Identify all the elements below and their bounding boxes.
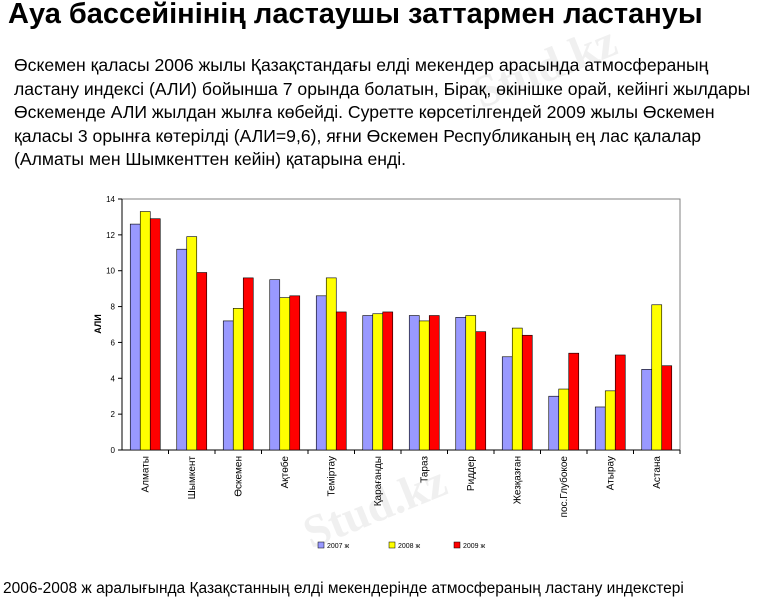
- bar: [325, 277, 337, 451]
- bar: [408, 315, 420, 451]
- y-tick-label: 0: [111, 446, 116, 455]
- bar: [641, 369, 653, 451]
- x-category-label: Теміртау: [326, 456, 337, 496]
- legend-label: 2008 ж: [398, 543, 421, 550]
- bar: [335, 311, 347, 451]
- legend-label: 2007 ж: [327, 543, 350, 550]
- bar: [568, 352, 580, 451]
- bar: [511, 327, 523, 451]
- page-title: Ауа бассейінінің ластаушы заттармен ласт…: [8, 0, 703, 30]
- bar: [418, 320, 430, 451]
- bar: [289, 295, 301, 451]
- bar: [232, 308, 244, 451]
- x-category-label: Қарағанды: [373, 456, 384, 506]
- bar: [176, 248, 188, 451]
- bar: [279, 297, 291, 451]
- chart-caption: 2006-2008 ж аралығында Қазақстанның елді…: [3, 580, 684, 597]
- y-tick-label: 14: [106, 195, 115, 204]
- bar: [455, 317, 467, 451]
- bar: [362, 315, 374, 451]
- intro-paragraph: Өскемен қаласы 2006 жылы Қазақстандағы е…: [14, 55, 751, 169]
- bar: [269, 279, 281, 451]
- legend-swatch: [453, 541, 461, 549]
- x-category-label: Тараз: [419, 456, 430, 483]
- y-tick-label: 6: [111, 338, 116, 347]
- bar: [129, 223, 141, 451]
- x-category-label: Алматы: [140, 456, 151, 493]
- bar: [186, 236, 198, 451]
- x-category-label: Атырау: [605, 456, 616, 490]
- bar: [139, 211, 151, 451]
- x-category-label: Жезқазған: [512, 456, 523, 504]
- bar: [548, 395, 560, 451]
- bar: [242, 277, 254, 451]
- x-category-label: Шымкент: [187, 456, 198, 500]
- bar: [614, 354, 626, 451]
- bar: [372, 313, 384, 451]
- bar: [196, 272, 208, 451]
- legend-label: 2009 ж: [463, 543, 486, 550]
- y-tick-label: 10: [106, 267, 115, 276]
- x-category-label: Ақтөбе: [279, 456, 291, 489]
- bar: [651, 304, 663, 451]
- bar: [222, 320, 234, 451]
- plot-area: [121, 198, 681, 451]
- bar: [149, 218, 161, 451]
- legend-swatch: [388, 541, 396, 549]
- y-tick-label: 12: [106, 231, 115, 240]
- y-tick-label: 8: [111, 303, 116, 312]
- bar: [521, 334, 533, 451]
- legend-swatch: [317, 541, 325, 549]
- bar: [604, 390, 616, 451]
- bar: [465, 315, 477, 451]
- bar: [382, 311, 394, 451]
- bar: [661, 365, 673, 451]
- x-category-label: пос.Глубокое: [558, 456, 570, 518]
- bar: [428, 315, 440, 451]
- y-tick-label: 2: [111, 410, 116, 419]
- x-category-label: Астана: [652, 456, 663, 489]
- bar: [501, 356, 513, 451]
- bar: [315, 295, 327, 451]
- x-category-label: Өскемен: [233, 456, 244, 497]
- y-tick-label: 4: [111, 374, 116, 383]
- bar: [594, 406, 606, 451]
- x-category-label: Риддер: [466, 456, 477, 491]
- y-axis-label: АЛИ: [93, 314, 103, 333]
- bar: [475, 331, 487, 451]
- bar: [558, 388, 570, 451]
